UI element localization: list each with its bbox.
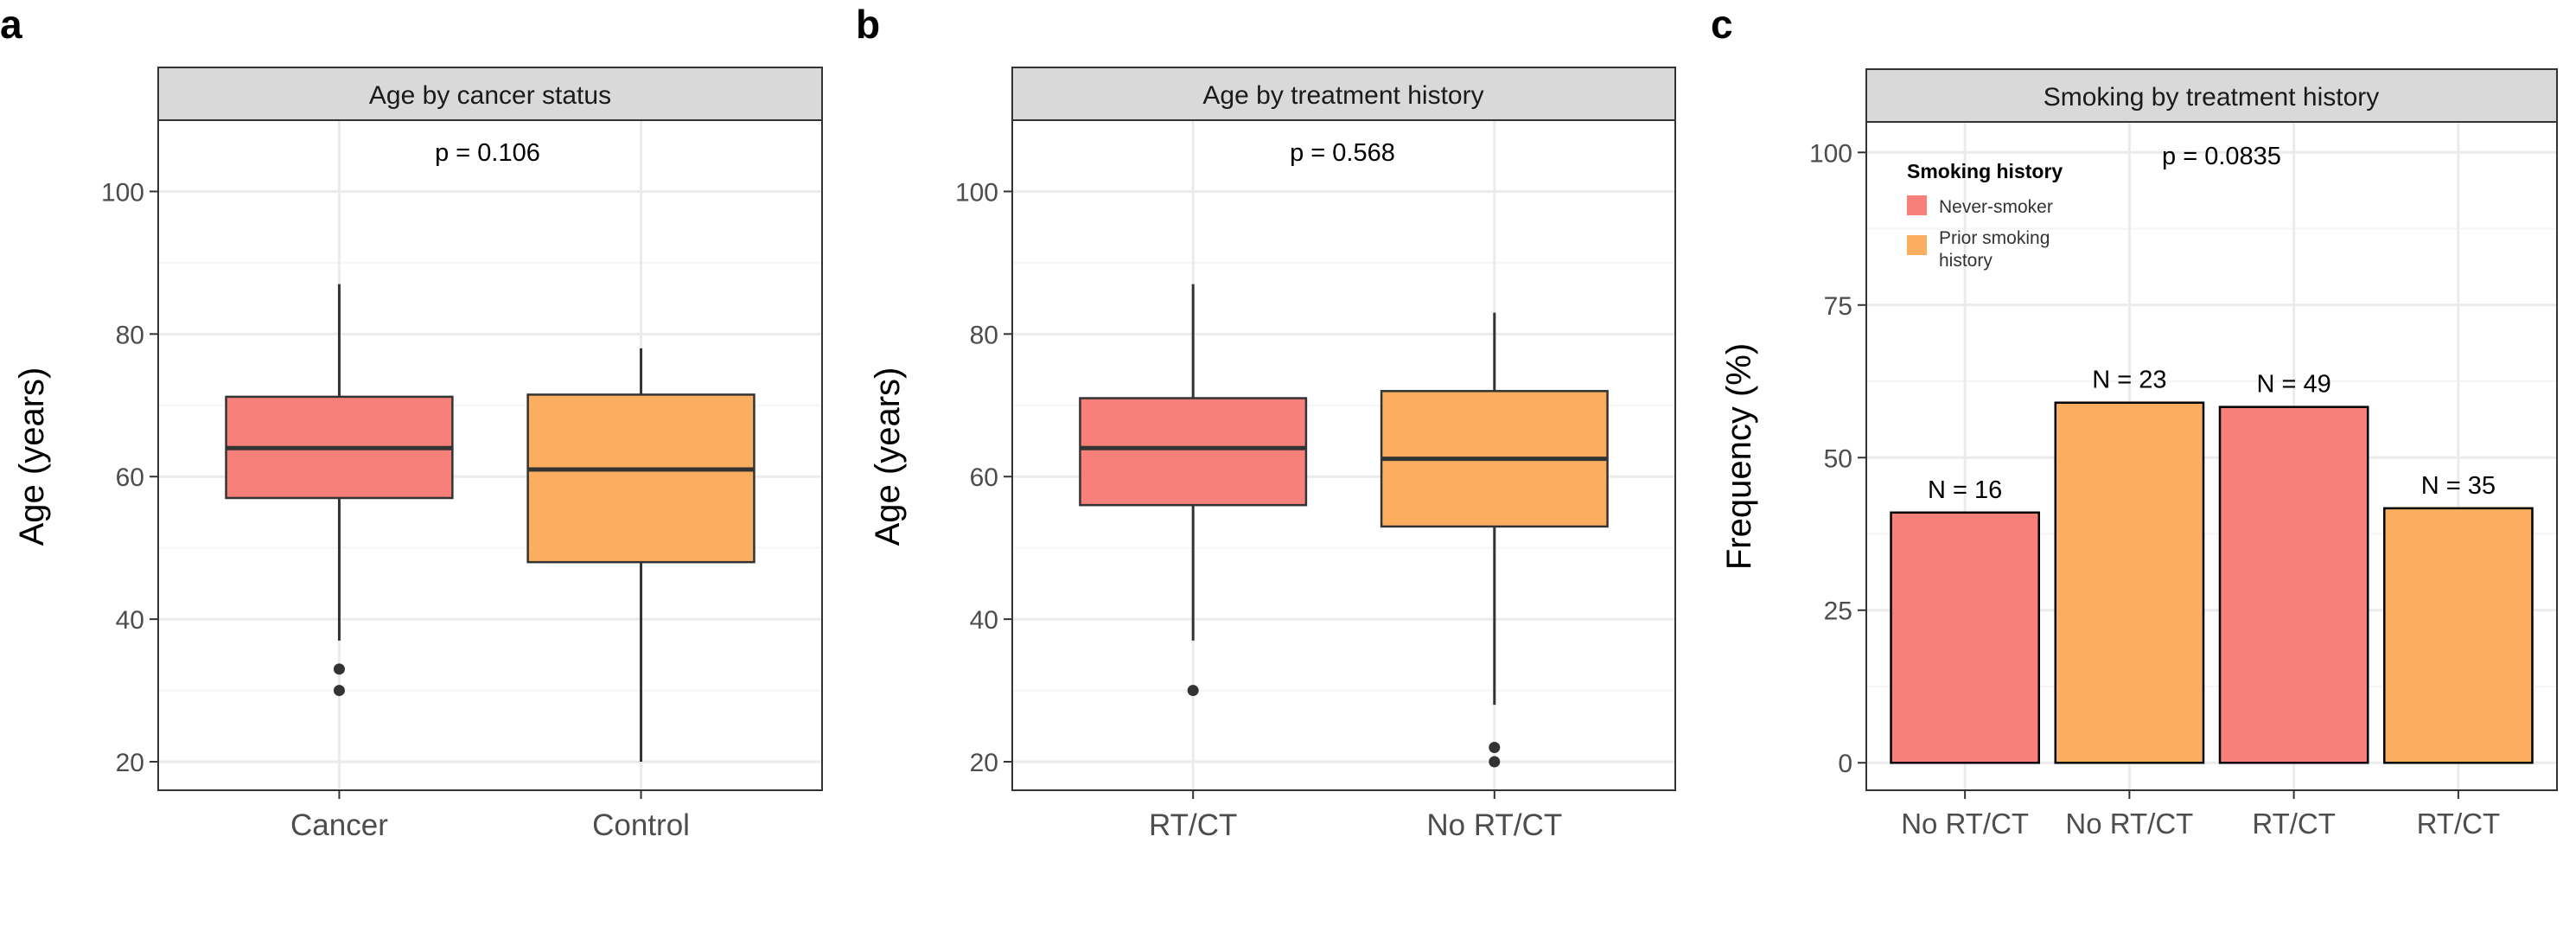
panel-c-x-tick-label: RT/CT xyxy=(2252,808,2336,840)
panel-b-x-tick-label: RT/CT xyxy=(1149,808,1237,842)
panel-c-title: Smoking by treatment history xyxy=(2044,83,2380,112)
panel-c-y-tick-label: 25 xyxy=(1824,597,1852,626)
outlier-point xyxy=(1489,742,1501,754)
panel-a-title: Age by cancer status xyxy=(369,81,611,110)
panel-a-y-tick-label: 40 xyxy=(116,606,144,635)
panel-b-border xyxy=(1011,119,1676,791)
panel-c-marks: N = 16 N = 23 N = 49 N = 35 xyxy=(1890,367,2534,764)
panel-c-letter: c xyxy=(1711,2,1733,47)
panel-a: a Age by cancer status p = 0.106 20 40 60 8… xyxy=(0,2,823,842)
panel-a-y-tick-label: 20 xyxy=(116,749,144,777)
panel-c-y-tick-label: 75 xyxy=(1824,292,1852,321)
box-body xyxy=(526,393,756,564)
bar-label-1: N = 16 xyxy=(1928,476,2002,504)
panel-c-y-label: Frequency (%) xyxy=(1720,343,1758,570)
panel-a-x-tick-label: Control xyxy=(592,808,690,842)
bar-1 xyxy=(1890,511,2040,764)
panel-a-border xyxy=(157,119,823,791)
outlier-point xyxy=(1187,685,1199,697)
panel-a-y-label: Age (years) xyxy=(13,367,51,546)
panel-b-x-axis: RT/CT No RT/CT xyxy=(1149,790,1562,842)
outlier-point xyxy=(333,685,345,697)
bar-label-3: N = 49 xyxy=(2256,371,2331,399)
legend-label-prior-smoking-line2: history xyxy=(1939,251,1993,271)
box-rt-ct xyxy=(1079,284,1308,697)
panel-a-y-tick-label: 100 xyxy=(101,178,144,207)
panel-c-strip xyxy=(1865,68,2558,123)
panel-b-x-tick-label: No RT/CT xyxy=(1426,808,1562,842)
panel-b-title: Age by treatment history xyxy=(1202,81,1483,110)
bar-label-2: N = 23 xyxy=(2092,367,2166,394)
panel-c: c Smoking by treatment history N = 16N =… xyxy=(1711,2,2558,840)
panel-b-y-tick-label: 100 xyxy=(955,178,998,207)
legend-label-prior-smoking-line1: Prior smoking xyxy=(1939,228,2050,248)
outlier-point xyxy=(333,663,345,675)
legend-swatch-never-smoker xyxy=(1907,195,1927,215)
legend-swatch-prior-smoking xyxy=(1907,235,1927,255)
panel-a-x-tick-label: Cancer xyxy=(290,808,388,842)
panel-c-y-tick-label: 50 xyxy=(1824,444,1852,473)
panel-c-legend: Smoking history Never-smoker Prior smoki… xyxy=(1907,160,2063,271)
bar-2 xyxy=(2054,401,2205,764)
panel-b-marks xyxy=(1079,284,1609,768)
panel-b-y-axis: 20 40 60 80 100 xyxy=(955,178,1012,777)
panel-b-y-tick-label: 80 xyxy=(970,321,998,349)
box-cancer xyxy=(225,284,454,697)
panel-c-y-axis: 0 25 50 75 100 xyxy=(1809,139,1866,778)
panel-b: b Age by treatment history p = 0.568 20 4… xyxy=(856,2,1676,842)
panel-a-y-axis: 20 40 60 80 100 xyxy=(101,178,158,777)
panel-c-y-tick-label: 100 xyxy=(1809,139,1852,168)
panel-a-marks xyxy=(225,284,756,763)
panel-c-x-tick-label: No RT/CT xyxy=(1901,808,2029,840)
box-control xyxy=(526,348,756,763)
panel-b-p-value: p = 0.568 xyxy=(1290,139,1395,167)
legend-label-never-smoker: Never-smoker xyxy=(1939,197,2053,217)
bar-3 xyxy=(2218,406,2369,764)
panel-c-x-tick-label: No RT/CT xyxy=(2065,808,2193,840)
legend-title: Smoking history xyxy=(1907,160,2063,182)
panel-c-x-axis: No RT/CT No RT/CT RT/CT RT/CT xyxy=(1901,790,2500,840)
panel-b-y-label: Age (years) xyxy=(869,367,907,546)
panel-a-x-axis: Cancer Control xyxy=(290,790,690,842)
panel-a-letter: a xyxy=(0,2,22,47)
bar-4 xyxy=(2383,507,2534,764)
panel-b-y-tick-label: 20 xyxy=(970,749,998,777)
panel-c-y-tick-label: 0 xyxy=(1838,750,1852,778)
panel-c-p-value: p = 0.0835 xyxy=(2162,143,2281,170)
panel-c-border xyxy=(1865,121,2558,791)
panel-b-y-tick-label: 60 xyxy=(970,463,998,492)
panel-a-p-value: p = 0.106 xyxy=(435,139,540,167)
panel-c-x-tick-label: RT/CT xyxy=(2417,808,2501,840)
panel-a-strip xyxy=(157,67,823,121)
box-body xyxy=(1079,397,1308,507)
panel-b-y-tick-label: 40 xyxy=(970,606,998,635)
panel-a-y-tick-label: 80 xyxy=(116,321,144,349)
bar-label-4: N = 35 xyxy=(2421,472,2496,500)
panel-b-letter: b xyxy=(856,2,880,47)
outlier-point xyxy=(1489,756,1501,768)
panel-a-y-tick-label: 60 xyxy=(116,463,144,492)
box-no-rt-ct xyxy=(1380,312,1609,768)
